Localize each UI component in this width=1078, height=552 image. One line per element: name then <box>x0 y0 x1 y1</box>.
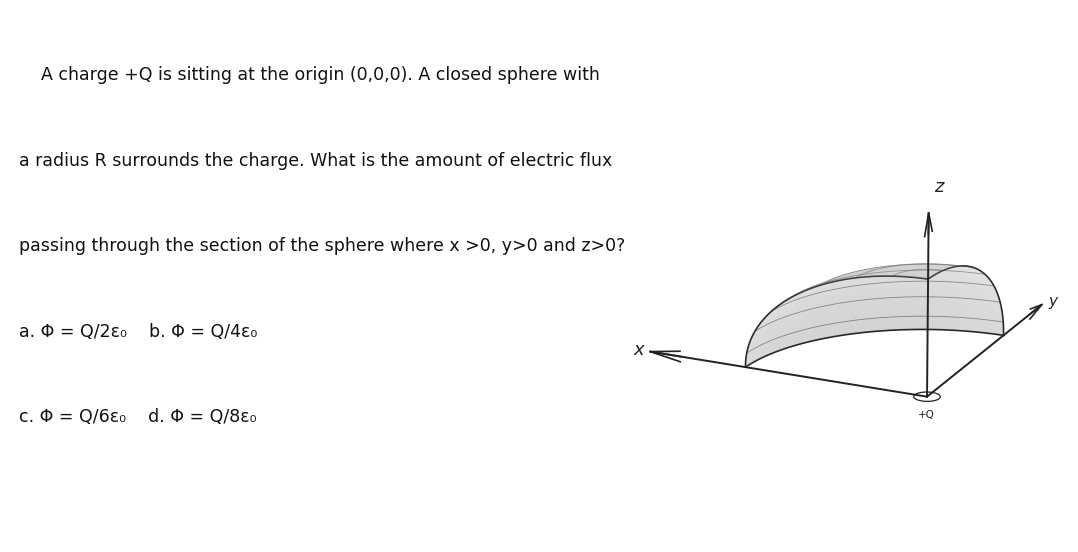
Text: a. Φ = Q/2ε₀    b. Φ = Q/4ε₀: a. Φ = Q/2ε₀ b. Φ = Q/4ε₀ <box>19 323 258 341</box>
Text: A charge +Q is sitting at the origin (0,0,0). A closed sphere with: A charge +Q is sitting at the origin (0,… <box>19 66 600 84</box>
Text: passing through the section of the sphere where x >0, y>0 and z>0?: passing through the section of the spher… <box>19 237 625 256</box>
Text: a radius R surrounds the charge. What is the amount of electric flux: a radius R surrounds the charge. What is… <box>19 152 612 170</box>
Text: c. Φ = Q/6ε₀    d. Φ = Q/8ε₀: c. Φ = Q/6ε₀ d. Φ = Q/8ε₀ <box>19 408 257 427</box>
